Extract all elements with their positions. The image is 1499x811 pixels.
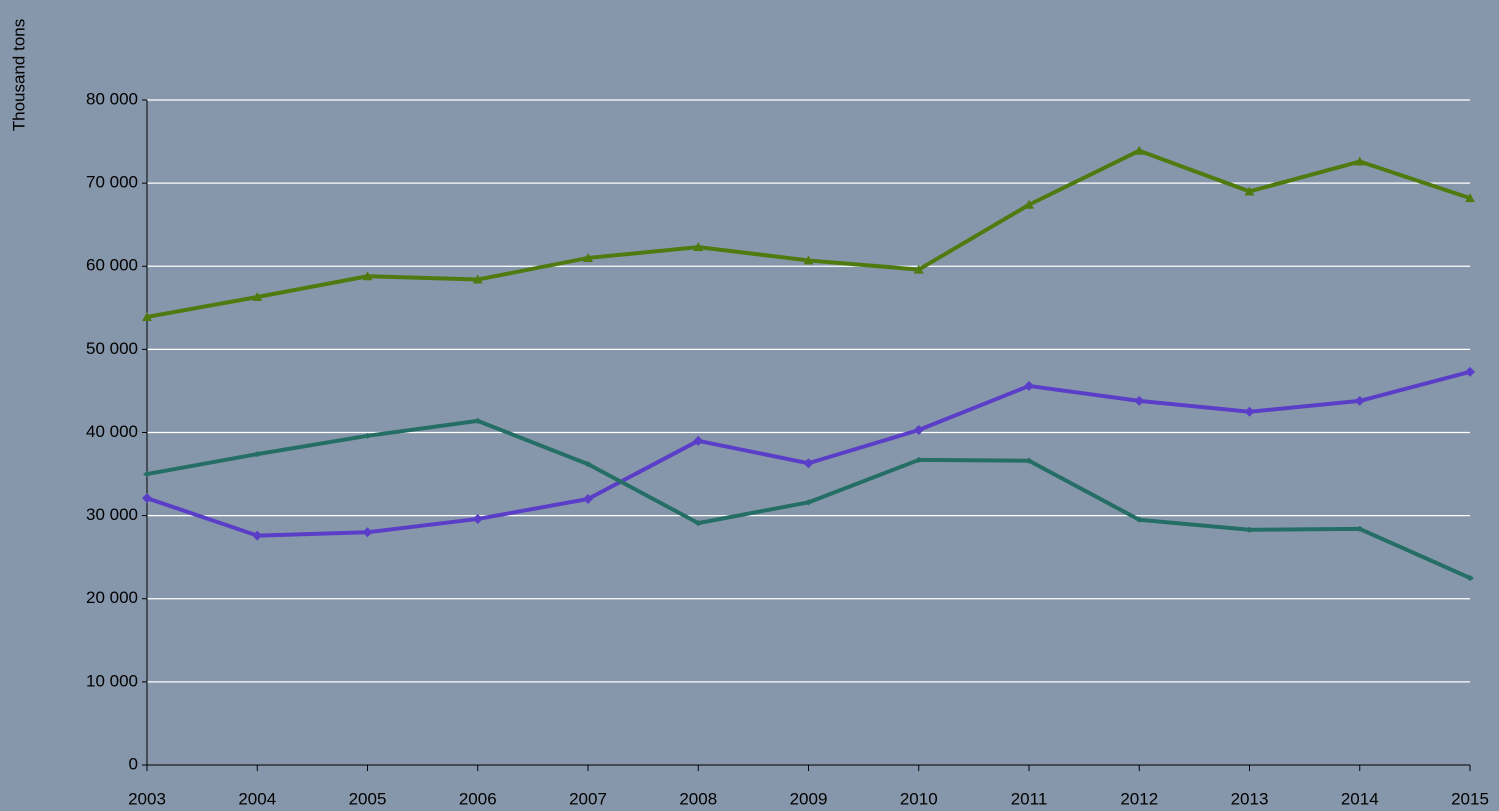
point-marker [913, 425, 924, 436]
point-marker [1244, 186, 1255, 196]
x-tick-label: 2005 [349, 789, 387, 808]
point-marker [1465, 193, 1475, 203]
y-tick-label: 0 [129, 754, 138, 773]
point-marker [1465, 366, 1475, 377]
point-marker [362, 527, 373, 538]
y-tick-label: 70 000 [86, 173, 138, 192]
y-tick-label: 50 000 [86, 339, 138, 358]
point-marker [584, 461, 592, 468]
point-marker [252, 292, 263, 302]
point-marker [1244, 406, 1255, 417]
x-tick-label: 2006 [459, 789, 497, 808]
point-marker [1354, 156, 1365, 166]
point-marker [914, 456, 923, 463]
point-marker [1245, 526, 1254, 533]
point-marker [1354, 395, 1365, 406]
point-marker [252, 530, 263, 541]
y-tick-label: 30 000 [86, 505, 138, 524]
point-marker [1134, 145, 1145, 155]
series-line [146, 148, 1471, 319]
point-marker [693, 435, 704, 446]
x-tick-label: 2015 [1451, 789, 1489, 808]
point-marker [473, 417, 482, 424]
x-tick-label: 2009 [790, 789, 828, 808]
point-marker [583, 252, 593, 262]
point-marker [472, 513, 483, 524]
point-marker [913, 264, 924, 274]
point-marker [1134, 395, 1145, 406]
x-tick-label: 2003 [128, 789, 166, 808]
x-tick-label: 2014 [1341, 789, 1379, 808]
x-tick-label: 2010 [900, 789, 938, 808]
point-marker [362, 271, 373, 281]
point-marker [1135, 516, 1144, 523]
series-line [146, 369, 1471, 538]
point-marker [693, 242, 704, 252]
point-marker [363, 432, 372, 439]
x-tick-label: 2004 [238, 789, 276, 808]
point-marker [1466, 574, 1474, 581]
point-marker [142, 311, 152, 321]
y-tick-label: 80 000 [86, 89, 138, 108]
x-tick-label: 2011 [1011, 789, 1048, 808]
point-marker [583, 494, 593, 504]
x-tick-label: 2012 [1120, 789, 1158, 808]
y-axis-label: Thousand tons [9, 19, 28, 131]
y-tick-label: 20 000 [86, 588, 138, 607]
y-tick-label: 40 000 [86, 422, 138, 441]
point-marker [803, 458, 814, 469]
point-marker [803, 255, 814, 265]
x-tick-label: 2008 [679, 789, 717, 808]
x-tick-label: 2007 [569, 789, 607, 808]
point-marker [143, 471, 151, 478]
point-marker [804, 499, 813, 506]
point-marker [472, 274, 483, 284]
point-marker [142, 493, 152, 504]
point-marker [1025, 457, 1033, 464]
point-marker [1024, 380, 1034, 391]
point-marker [253, 451, 262, 458]
point-marker [694, 520, 703, 527]
y-tick-label: 10 000 [86, 671, 138, 690]
y-tick-label: 60 000 [86, 256, 138, 275]
point-marker [1024, 199, 1034, 209]
point-marker [1355, 525, 1364, 532]
x-tick-label: 2013 [1231, 789, 1269, 808]
